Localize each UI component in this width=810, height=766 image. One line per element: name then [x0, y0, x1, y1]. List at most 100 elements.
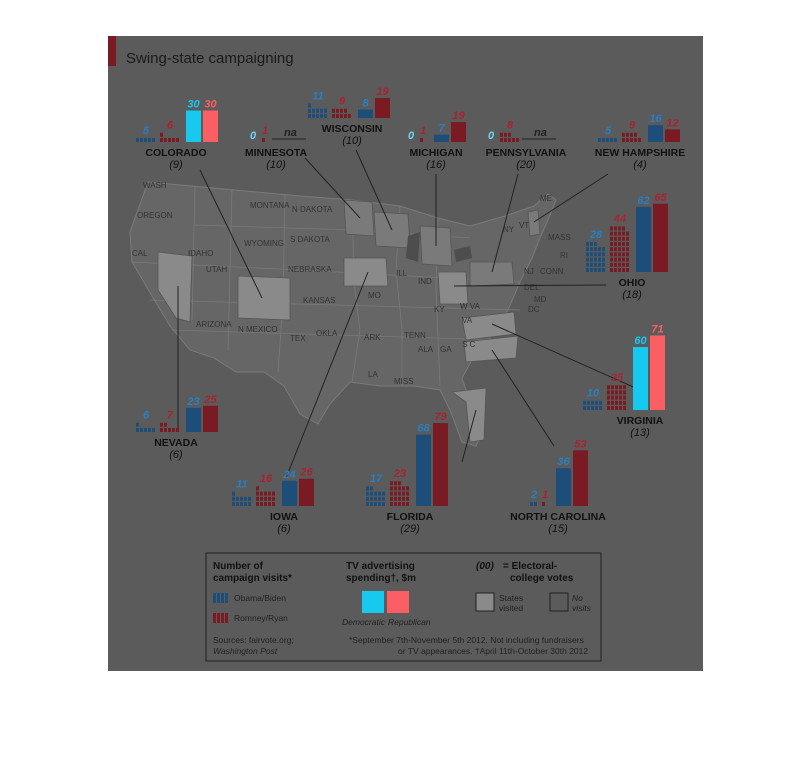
map-labels: WASH OREGON MONTANA N DAKOTA IDAHO WYOMING S D… [132, 181, 571, 386]
state-ev-nevada: (6) [169, 449, 183, 461]
romney-visits-iowa-tick [260, 491, 263, 496]
legend-romney-label: Romney/Ryan [234, 613, 288, 623]
romney-visits-ohio-tick [618, 268, 621, 272]
map-label-wyoming: WYOMING [244, 239, 284, 248]
romney-visits-ohio-tick [614, 268, 617, 272]
map-label-del: DEL [524, 283, 540, 292]
obama-visits-label-nevada: 6 [143, 410, 150, 422]
obama-visits-virginia-tick [595, 406, 598, 410]
map-label-tex: TEX [290, 334, 306, 343]
romney-visits-iowa-tick [272, 491, 275, 496]
romney-visits-virginia-tick [611, 406, 614, 410]
legend-tv-title-1: TV advertising [346, 561, 415, 572]
legend-obama-tick [213, 593, 216, 603]
obama-visits-ohio-tick [594, 268, 597, 272]
obama-visits-florida-tick [366, 491, 369, 496]
romney-visits-iowa-tick [264, 496, 267, 501]
romney-visits-wisconsin-tick [332, 108, 335, 113]
obama-visits-virginia-tick [591, 400, 594, 405]
romney-visits-ohio-tick [610, 252, 613, 257]
tv-republican-label-florida: 79 [434, 411, 447, 423]
legend-republican-label: Republican [388, 617, 431, 627]
footer-sources-1: Sources: fairvote.org; [213, 635, 294, 645]
obama-visits-virginia-tick [591, 406, 594, 410]
map-label-wva: W VA [460, 302, 481, 311]
obama-visits-virginia-tick [599, 406, 602, 410]
obama-visits-virginia-tick [587, 400, 590, 405]
romney-visits-florida-tick [402, 486, 405, 491]
obama-visits-new-hampshire-tick [606, 138, 609, 142]
obama-visits-label-north-carolina: 2 [530, 489, 537, 501]
obama-visits-florida-tick [374, 502, 377, 506]
us-map [129, 181, 557, 447]
romney-visits-virginia-tick [615, 400, 618, 405]
romney-visits-florida-tick [402, 502, 405, 506]
tv-republican-label-colorado: 30 [204, 99, 217, 111]
obama-visits-iowa-tick [248, 496, 251, 501]
legend-obama-tick [221, 593, 224, 603]
romney-visits-ohio-tick [618, 247, 621, 252]
state-ev-new-hampshire: (4) [633, 159, 647, 171]
state-ev-iowa: (6) [277, 523, 291, 535]
romney-visits-colorado-tick [160, 132, 163, 137]
romney-visits-pennsylvania-tick [508, 132, 511, 137]
obama-visits-wisconsin-tick [324, 108, 327, 113]
romney-visits-florida-tick [394, 496, 397, 501]
romney-visits-wisconsin-tick [348, 114, 351, 118]
tv-republican-bar-wisconsin [375, 98, 390, 118]
footer-note-1: *September 7th-November 5th 2012. Not in… [349, 635, 584, 645]
tv-democratic-bar-new-hampshire [648, 125, 663, 142]
obama-visits-ohio-tick [586, 257, 589, 262]
map-label-cal: CAL [132, 249, 148, 258]
map-label-conn: CONN [540, 267, 564, 276]
obama-visits-label-wisconsin: 11 [312, 90, 323, 102]
map-label-ky: KY [434, 305, 445, 314]
romney-visits-ohio-tick [610, 247, 613, 252]
obama-visits-ohio-tick [598, 262, 601, 267]
obama-visits-wisconsin-tick [312, 108, 315, 113]
romney-visits-colorado-tick [168, 138, 171, 142]
leader-new-hampshire [533, 173, 609, 223]
romney-visits-nevada-tick [160, 422, 163, 427]
obama-visits-iowa-tick [248, 502, 251, 506]
legend-ev-code: (00) [476, 561, 494, 572]
romney-visits-label-florida: 23 [393, 468, 406, 480]
romney-visits-michigan-tick [420, 138, 423, 142]
romney-visits-ohio-tick [626, 257, 629, 262]
romney-visits-florida-tick [390, 502, 393, 506]
romney-visits-pennsylvania-tick [500, 132, 503, 137]
romney-visits-florida-tick [390, 486, 393, 491]
romney-visits-ohio-tick [626, 231, 629, 236]
obama-visits-nevada-tick [140, 428, 143, 432]
map-label-ga: GA [440, 345, 452, 354]
romney-visits-ohio-tick [622, 236, 625, 241]
romney-visits-pennsylvania-tick [500, 138, 503, 142]
romney-visits-ohio-tick [614, 226, 617, 231]
romney-visits-iowa-tick [268, 496, 271, 501]
obama-visits-ohio-tick [590, 257, 593, 262]
map-label-ala: ALA [418, 345, 434, 354]
map-label-vt: VT [519, 221, 529, 230]
obama-visits-ohio-tick [594, 262, 597, 267]
romney-visits-ohio-tick [614, 252, 617, 257]
romney-visits-iowa-tick [264, 502, 267, 506]
tv-democratic-bar-florida [416, 434, 431, 506]
romney-visits-nevada-tick [168, 428, 171, 432]
obama-visits-new-hampshire-tick [598, 138, 601, 142]
romney-visits-ohio-tick [622, 226, 625, 231]
tv-democratic-bar-ohio [636, 206, 651, 272]
chart-title: Swing-state campaigning [126, 50, 294, 67]
state-ev-minnesota: (10) [266, 159, 286, 171]
legend-ev-text-1: = Electoral- [503, 561, 557, 572]
romney-visits-florida-tick [398, 486, 401, 491]
state-name-minnesota: MINNESOTA [245, 147, 308, 159]
romney-visits-florida-tick [406, 486, 409, 491]
map-label-nj: NJ [524, 267, 534, 276]
romney-visits-iowa-tick [260, 502, 263, 506]
state-colorado [237, 275, 291, 321]
legend-obama-tick [225, 593, 228, 603]
obama-visits-colorado-tick [152, 138, 155, 142]
legend-visits-title-2: campaign visits* [213, 573, 292, 584]
romney-visits-ohio-tick [610, 262, 613, 267]
legend-obama-tick [217, 593, 220, 603]
